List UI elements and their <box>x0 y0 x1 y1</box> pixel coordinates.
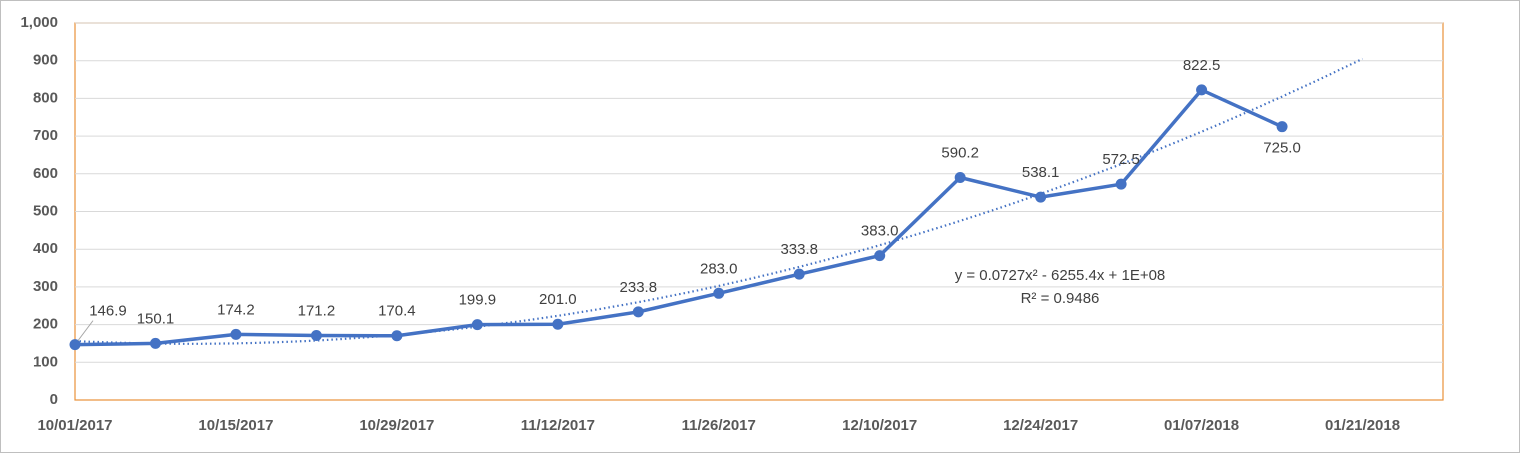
data-label: 201.0 <box>539 291 577 308</box>
leader-line <box>77 320 94 341</box>
data-label: 283.0 <box>700 260 738 277</box>
data-label: 822.5 <box>1183 57 1221 74</box>
y-tick-label: 100 <box>33 353 58 370</box>
trendline <box>74 57 1363 345</box>
data-point <box>1196 84 1208 96</box>
y-tick-label: 400 <box>33 240 58 257</box>
data-label: 174.2 <box>217 301 255 318</box>
data-label: 333.8 <box>780 241 818 258</box>
data-point <box>69 339 81 351</box>
trend-equation: y = 0.0727x² - 6255.4x + 1E+08 <box>955 267 1166 284</box>
data-label: 383.0 <box>861 223 899 240</box>
data-point <box>552 318 564 330</box>
x-tick-label: 11/12/2017 <box>521 417 595 434</box>
data-point <box>391 330 403 342</box>
x-tick-label: 11/26/2017 <box>682 417 756 434</box>
series-line <box>74 88 1283 347</box>
y-tick-label: 300 <box>33 278 58 295</box>
trend-r2: R² = 0.9486 <box>1021 290 1100 307</box>
data-point <box>1276 121 1288 133</box>
x-tick-label: 10/15/2017 <box>198 417 273 434</box>
data-label: 725.0 <box>1263 140 1301 157</box>
data-label: 590.2 <box>941 144 979 161</box>
y-tick-label: 1,000 <box>20 14 58 31</box>
data-point <box>793 268 805 280</box>
data-label: 233.8 <box>620 279 658 296</box>
x-tick-label: 12/24/2017 <box>1003 417 1078 434</box>
x-tick-label: 01/07/2018 <box>1164 417 1239 434</box>
data-label: 146.9 <box>89 303 127 320</box>
data-label: 199.9 <box>459 292 497 309</box>
data-label: 572.5 <box>1102 151 1140 168</box>
y-tick-label: 0 <box>50 391 58 408</box>
x-tick-label: 10/29/2017 <box>359 417 434 434</box>
x-tick-label: 10/01/2017 <box>37 417 112 434</box>
data-label: 538.1 <box>1022 164 1060 181</box>
data-label: 171.2 <box>298 302 336 319</box>
data-point <box>632 306 644 318</box>
data-point <box>713 287 725 299</box>
data-point <box>230 328 242 340</box>
y-tick-label: 200 <box>33 316 58 333</box>
x-tick-label: 12/10/2017 <box>842 417 917 434</box>
data-point <box>471 319 483 331</box>
data-point <box>310 329 322 341</box>
data-point <box>874 250 886 262</box>
data-label: 150.1 <box>137 310 175 327</box>
data-point <box>1115 178 1127 190</box>
data-point <box>954 171 966 183</box>
data-label: 170.4 <box>378 303 416 320</box>
y-tick-label: 800 <box>33 89 58 106</box>
x-tick-label: 01/21/2018 <box>1325 417 1400 434</box>
y-tick-label: 500 <box>33 202 58 219</box>
y-tick-label: 900 <box>33 52 58 69</box>
y-tick-label: 600 <box>33 165 58 182</box>
y-tick-label: 700 <box>33 127 58 144</box>
data-point <box>1035 191 1047 203</box>
data-point <box>149 337 161 349</box>
